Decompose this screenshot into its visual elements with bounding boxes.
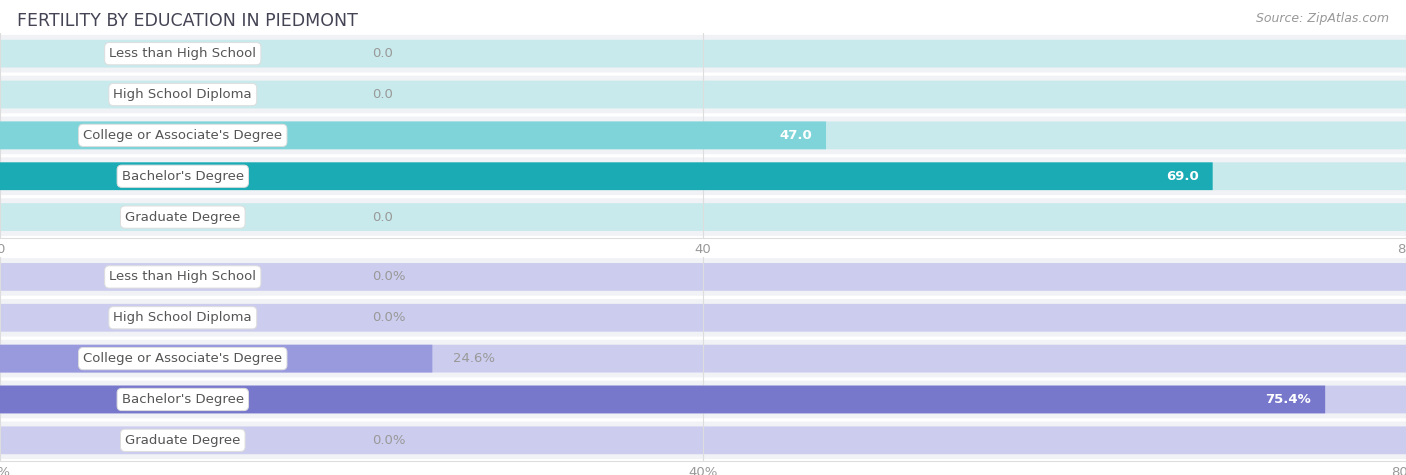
Text: High School Diploma: High School Diploma xyxy=(114,311,252,324)
FancyBboxPatch shape xyxy=(0,40,1406,67)
FancyBboxPatch shape xyxy=(0,35,1406,73)
Text: 47.0: 47.0 xyxy=(779,129,813,142)
FancyBboxPatch shape xyxy=(0,386,1324,413)
FancyBboxPatch shape xyxy=(0,386,1406,413)
FancyBboxPatch shape xyxy=(0,340,1406,378)
FancyBboxPatch shape xyxy=(0,258,1406,296)
FancyBboxPatch shape xyxy=(0,345,433,372)
FancyBboxPatch shape xyxy=(0,122,827,149)
Text: 0.0: 0.0 xyxy=(373,210,394,224)
FancyBboxPatch shape xyxy=(0,304,1406,332)
Text: Bachelor's Degree: Bachelor's Degree xyxy=(122,393,243,406)
FancyBboxPatch shape xyxy=(0,162,1212,190)
FancyBboxPatch shape xyxy=(0,162,1406,190)
FancyBboxPatch shape xyxy=(0,421,1406,459)
Text: Graduate Degree: Graduate Degree xyxy=(125,434,240,447)
Text: 0.0%: 0.0% xyxy=(373,311,406,324)
FancyBboxPatch shape xyxy=(0,122,1406,149)
FancyBboxPatch shape xyxy=(0,76,1406,114)
Text: Graduate Degree: Graduate Degree xyxy=(125,210,240,224)
FancyBboxPatch shape xyxy=(0,263,1406,291)
FancyBboxPatch shape xyxy=(0,198,1406,236)
Text: 0.0%: 0.0% xyxy=(373,270,406,284)
Text: 0.0: 0.0 xyxy=(373,88,394,101)
FancyBboxPatch shape xyxy=(0,203,1406,231)
FancyBboxPatch shape xyxy=(0,380,1406,418)
FancyBboxPatch shape xyxy=(0,427,1406,454)
Text: Less than High School: Less than High School xyxy=(110,47,256,60)
Text: FERTILITY BY EDUCATION IN PIEDMONT: FERTILITY BY EDUCATION IN PIEDMONT xyxy=(17,12,357,30)
Text: Source: ZipAtlas.com: Source: ZipAtlas.com xyxy=(1256,12,1389,25)
FancyBboxPatch shape xyxy=(0,81,1406,108)
FancyBboxPatch shape xyxy=(0,345,1406,372)
Text: High School Diploma: High School Diploma xyxy=(114,88,252,101)
FancyBboxPatch shape xyxy=(0,116,1406,154)
Text: College or Associate's Degree: College or Associate's Degree xyxy=(83,352,283,365)
FancyBboxPatch shape xyxy=(0,299,1406,337)
Text: College or Associate's Degree: College or Associate's Degree xyxy=(83,129,283,142)
Text: 0.0%: 0.0% xyxy=(373,434,406,447)
Text: 69.0: 69.0 xyxy=(1166,170,1198,183)
Text: 24.6%: 24.6% xyxy=(453,352,495,365)
Text: Bachelor's Degree: Bachelor's Degree xyxy=(122,170,243,183)
Text: 75.4%: 75.4% xyxy=(1265,393,1312,406)
Text: 0.0: 0.0 xyxy=(373,47,394,60)
FancyBboxPatch shape xyxy=(0,157,1406,195)
Text: Less than High School: Less than High School xyxy=(110,270,256,284)
